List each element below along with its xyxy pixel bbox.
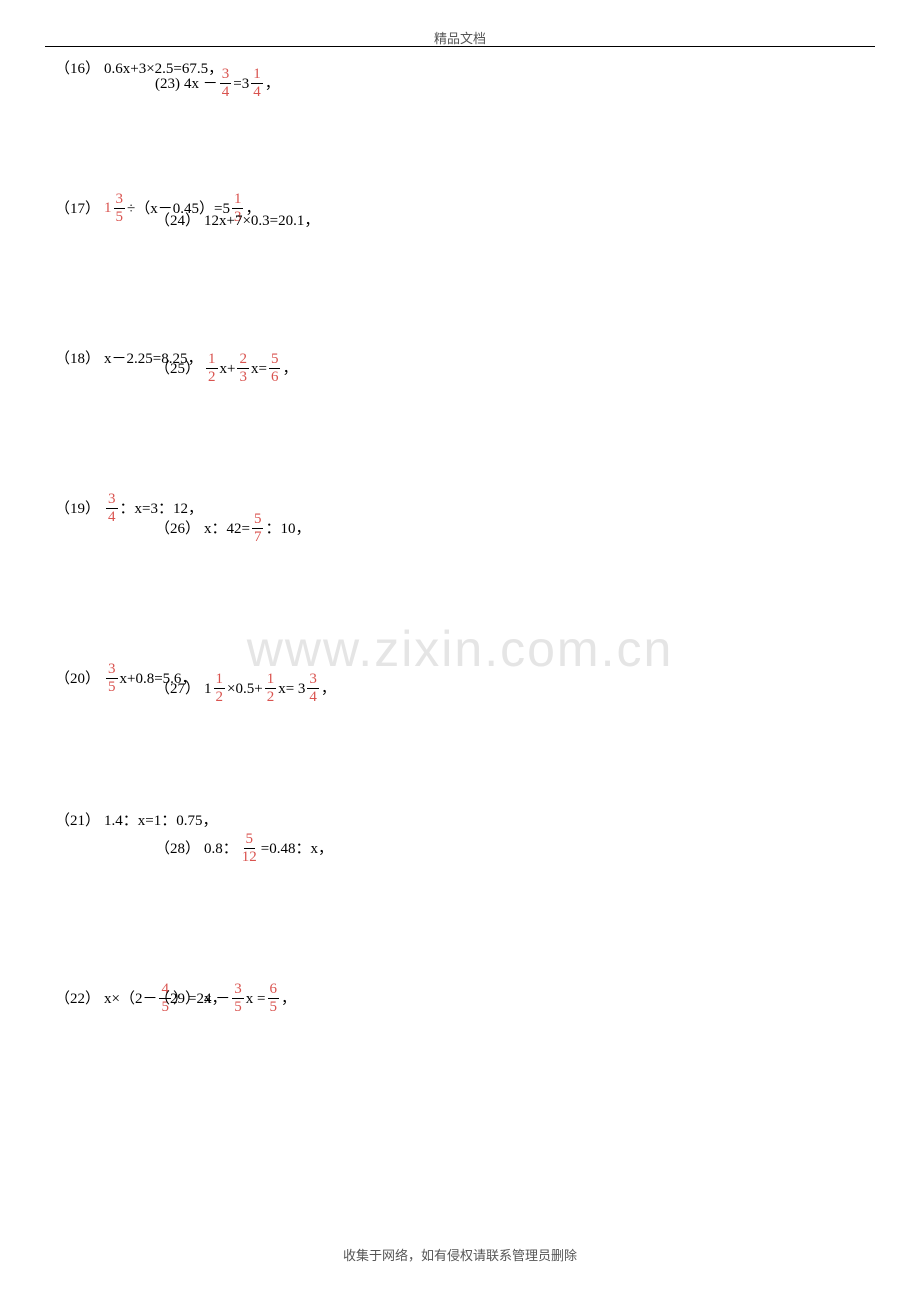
problem-text: 12x+7×0.3=20.1， <box>204 212 319 230</box>
problem-text: 4x － <box>184 75 218 93</box>
fraction: 35 <box>114 192 126 225</box>
fraction: 34 <box>307 672 319 705</box>
fraction: 65 <box>268 982 280 1015</box>
fraction: 57 <box>252 512 264 545</box>
problem-text: 1.4：x=1：0.75， <box>104 812 217 830</box>
right-problem-0: (23) 4x －34=314， <box>155 67 280 100</box>
problem-text: =0.48：x， <box>261 840 333 858</box>
problem-text: ， <box>282 360 297 378</box>
problem-label: （22） <box>55 990 100 1008</box>
right-problem-2: （25） 12x+23x=56， <box>155 352 297 385</box>
right-problem-4: （27） 112×0.5+12x= 334， <box>155 672 336 705</box>
right-problem-1: （24）12x+7×0.3=20.1， <box>155 212 319 230</box>
fraction: 23 <box>237 352 249 385</box>
problem-label: （28） <box>155 840 200 858</box>
right-problem-5: （28）0.8：512=0.48：x， <box>155 832 333 865</box>
problem-text: x+ <box>220 360 236 378</box>
problem-text: ×0.5+ <box>227 680 263 698</box>
fraction: 12 <box>265 672 277 705</box>
problem-text: =3 <box>233 75 249 93</box>
fraction: 12 <box>214 672 226 705</box>
problem-text: x= <box>251 360 267 378</box>
problem-label: （19） <box>55 500 100 518</box>
problem-text: x= 3 <box>278 680 305 698</box>
problem-text: ， <box>321 680 336 698</box>
problem-label: （26） <box>155 520 200 538</box>
problem-text: 0.8： <box>204 840 238 858</box>
fraction: 12 <box>206 352 218 385</box>
header-divider <box>45 46 875 47</box>
problem-label: （27） <box>155 680 200 698</box>
fraction: 34 <box>220 67 232 100</box>
right-problem-3: （26）x：42=57：10， <box>155 512 311 545</box>
footer-text: 收集于网络，如有侵权请联系管理员删除 <box>343 1245 577 1264</box>
left-problem-5: （21） 1.4：x=1：0.75， <box>55 812 217 830</box>
problem-label: （29） <box>155 990 200 1008</box>
right-problem-6: （29） x －35x =65， <box>155 982 296 1015</box>
problem-text: ：10， <box>265 520 310 538</box>
fraction: 34 <box>106 492 118 525</box>
problem-text: x×（2－ <box>104 990 157 1008</box>
problem-text: 1 <box>204 680 212 698</box>
problem-text: x = <box>246 990 266 1008</box>
problem-label: （21） <box>55 812 100 830</box>
problem-label: (23) <box>155 75 180 93</box>
problem-label: （24） <box>155 212 200 230</box>
problem-label: （25） <box>155 360 200 378</box>
problem-label: （20） <box>55 670 100 688</box>
problem-label: （17） <box>55 200 100 218</box>
fraction: 35 <box>232 982 244 1015</box>
problem-text: x：42= <box>204 520 250 538</box>
fraction: 56 <box>269 352 281 385</box>
watermark-text: www.zixin.com.cn <box>247 620 674 678</box>
fraction: 512 <box>240 832 259 865</box>
problem-text: ， <box>281 990 296 1008</box>
problem-label: （18） <box>55 350 100 368</box>
problem-text: x － <box>204 990 230 1008</box>
problem-text: ， <box>265 75 280 93</box>
fraction: 35 <box>106 662 118 695</box>
problem-label: （16） <box>55 60 100 78</box>
fraction: 14 <box>251 67 263 100</box>
header-title: 精品文档 <box>434 28 486 47</box>
